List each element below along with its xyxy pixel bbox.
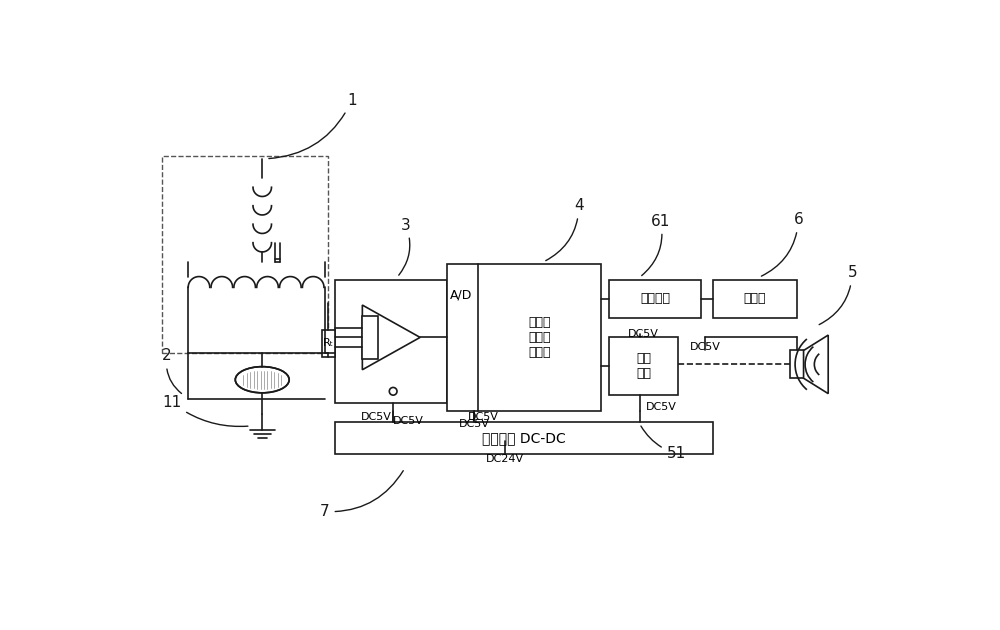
Bar xyxy=(322,329,335,357)
Text: 7: 7 xyxy=(320,471,403,519)
Text: DC5V: DC5V xyxy=(646,402,677,411)
Bar xyxy=(362,316,378,359)
Bar xyxy=(447,264,601,411)
Text: Rₜ: Rₜ xyxy=(323,338,334,348)
Text: 11: 11 xyxy=(162,395,248,427)
Text: DC24V: DC24V xyxy=(486,454,524,464)
Text: A/D: A/D xyxy=(450,289,472,302)
Text: DC5V: DC5V xyxy=(690,341,720,352)
Bar xyxy=(609,280,701,318)
Text: 5: 5 xyxy=(819,265,857,324)
Text: 电源模块 DC-DC: 电源模块 DC-DC xyxy=(482,432,566,445)
Bar xyxy=(790,350,804,378)
Text: DC5V: DC5V xyxy=(468,412,499,421)
Text: 51: 51 xyxy=(641,426,686,461)
Text: DC5V: DC5V xyxy=(393,416,424,425)
Text: 网络
接口: 网络 接口 xyxy=(636,352,651,381)
Bar xyxy=(335,422,713,454)
Text: 数据采
集及处
理单元: 数据采 集及处 理单元 xyxy=(528,316,551,359)
Bar xyxy=(162,156,328,353)
Bar xyxy=(609,338,678,395)
Text: 存储器: 存储器 xyxy=(744,292,766,306)
Text: DC5V: DC5V xyxy=(459,419,489,428)
Text: 61: 61 xyxy=(642,214,670,275)
Polygon shape xyxy=(804,335,828,394)
Polygon shape xyxy=(362,305,420,370)
Text: 2: 2 xyxy=(162,348,182,394)
Text: 1: 1 xyxy=(269,93,357,159)
Ellipse shape xyxy=(235,367,289,393)
Text: DC5V: DC5V xyxy=(361,412,392,421)
Text: DC5V: DC5V xyxy=(628,329,659,338)
Text: 通讯接口: 通讯接口 xyxy=(640,292,670,306)
Text: 4: 4 xyxy=(546,198,584,261)
Bar xyxy=(713,280,797,318)
Bar xyxy=(335,280,447,403)
Text: 6: 6 xyxy=(761,212,803,276)
Circle shape xyxy=(389,387,397,395)
Text: 3: 3 xyxy=(399,217,411,275)
